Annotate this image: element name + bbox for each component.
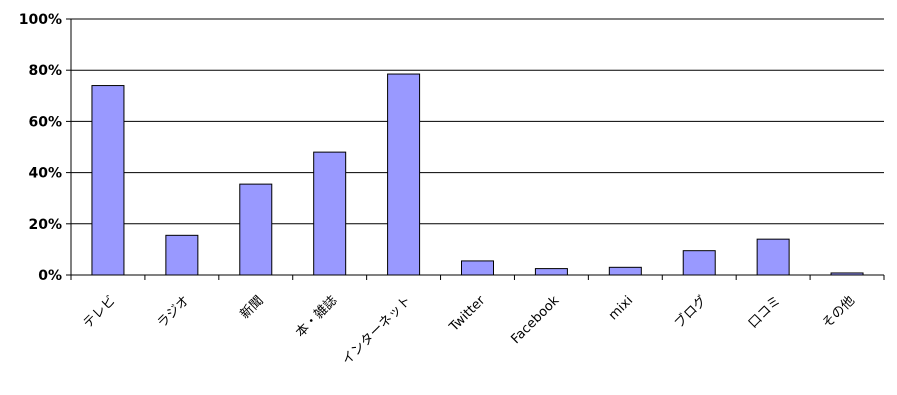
x-tick-label: インターネット — [339, 293, 414, 368]
x-tick-label: その他 — [820, 293, 858, 331]
bar — [313, 151, 347, 276]
y-tick-label: 40% — [28, 166, 62, 182]
y-tick-label: 20% — [28, 217, 62, 233]
y-tick-label: 60% — [28, 114, 62, 130]
bar — [682, 250, 716, 276]
x-tick-label: ラジオ — [155, 293, 193, 331]
x-tick-label: 口コミ — [746, 293, 784, 331]
bar — [91, 85, 125, 276]
x-tick-label: 本・雑誌 — [292, 293, 340, 341]
x-tick-label: テレビ — [81, 293, 119, 331]
y-tick-label: 0% — [38, 268, 62, 284]
bar — [239, 183, 273, 276]
bar — [387, 73, 421, 276]
x-tick-label: 新聞 — [237, 293, 267, 323]
y-tick-label: 80% — [28, 63, 62, 79]
bar — [756, 238, 790, 276]
axis-layer — [66, 18, 885, 280]
x-tick-label: Facebook — [508, 293, 562, 347]
bar — [165, 234, 199, 276]
bar — [608, 266, 642, 276]
x-tick-label: mixi — [606, 293, 636, 323]
y-tick-label: 100% — [19, 12, 62, 28]
x-tick-label: Twitter — [446, 293, 489, 336]
bar — [534, 268, 568, 276]
bar-layer — [91, 73, 864, 276]
grid-layer — [71, 18, 884, 225]
x-tick-label: ブログ — [671, 293, 710, 332]
bar — [461, 260, 494, 276]
